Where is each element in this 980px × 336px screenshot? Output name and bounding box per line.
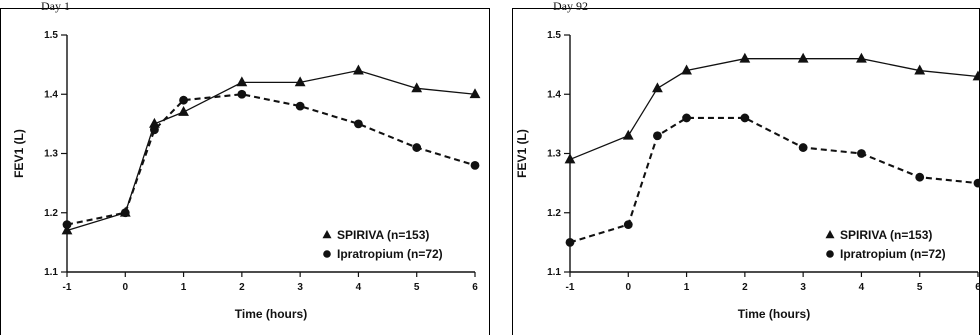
right-chart-series-1-point-1 [623,220,633,230]
left-chart-x-axis-label: Time (hours) [235,307,307,321]
right-chart-y-tick-label-2: 1.3 [547,149,561,160]
left-chart-y-axis-label: FEV1 (L) [12,129,26,178]
right-chart-y-tick-label-4: 1.5 [547,30,561,41]
right-chart-series-0-point-4 [739,52,751,63]
left-chart-x-tick-label-7: 6 [472,282,478,293]
left-chart-series-0-point-6 [353,64,364,75]
left-chart-series-0-point-8 [469,88,481,99]
right-chart-legend-marker-0 [825,230,835,239]
right-chart-x-tick-label-3: 2 [742,282,748,293]
left-chart-series-0-point-5 [294,76,306,87]
left-chart-legend-marker-0 [322,230,332,239]
left-chart-series-1-point-2 [150,125,159,135]
right-chart-x-tick-label-6: 5 [917,282,923,293]
right-chart-x-tick-label-0: -1 [566,282,575,293]
left-chart-legend-label-1: Ipratropium (n=72) [337,247,443,261]
left-chart-series-1-point-0 [62,220,72,230]
right-chart-series-1-point-3 [682,113,691,123]
right-chart-series-0-point-0 [564,153,576,164]
chart-panel-right: Day 92 1.1 1.2 1.3 1.4 1.5 -1 0 1 2 3 4 5 6 Time (hou… [512,0,980,335]
left-chart-series-1-point-7 [412,143,422,152]
left-chart-series-1-point-4 [237,89,247,99]
right-chart-x-tick-label-5: 4 [859,282,865,293]
left-chart-series-0-point-0 [61,224,73,235]
right-chart-series-0-point-6 [856,52,867,63]
right-chart-series-1-point-2 [653,131,662,141]
left-chart-x-tick-label-4: 3 [297,282,303,293]
left-chart-y-tick-label-3: 1.4 [44,89,58,100]
left-chart-legend-label-0: SPIRIVA (n=153) [337,228,429,242]
panel-heading-left: Day 1 [41,0,70,13]
left-chart-y-tick-label-2: 1.3 [44,149,58,160]
right-chart-legend-marker-1 [826,250,834,258]
right-chart-series-1-point-6 [857,149,866,158]
left-chart-x-tick-label-6: 5 [414,282,420,293]
right-chart-x-tick-label-4: 3 [800,282,806,293]
right-chart-series-0-point-7 [914,64,926,75]
right-chart-series-1-point-4 [740,113,750,123]
left-chart-series-0-point-3 [178,106,189,116]
panel-heading-right: Day 92 [553,0,588,13]
left-chart-legend-marker-1 [323,250,331,258]
right-chart-y-tick-label-0: 1.1 [547,267,561,278]
chart-left-svg: 1.1 1.2 1.3 1.4 1.5 -1 0 1 2 3 4 5 6 Time (hours) FEV1… [12,30,481,321]
left-chart-x-tick-label-2: 1 [181,282,187,293]
left-chart-group: 1.1 1.2 1.3 1.4 1.5 -1 0 1 2 3 4 5 6 Time (hours) FEV1… [12,30,481,321]
right-chart-series-0-point-8 [972,70,980,81]
left-chart-series-0-point-2 [149,117,160,128]
left-chart-y-tick-label-0: 1.1 [44,267,58,278]
left-chart-x-tick-label-1: 0 [123,282,129,293]
left-chart-x-tick-label-3: 2 [239,282,245,293]
right-chart-group: 1.1 1.2 1.3 1.4 1.5 -1 0 1 2 3 4 5 6 Time (hours) FEV1… [515,30,980,321]
right-chart-y-tick-label-3: 1.4 [547,89,561,100]
left-chart-x-tick-label-0: -1 [63,282,72,293]
right-chart-series-line-1 [569,116,979,244]
right-chart-series-0-point-5 [797,52,809,63]
right-chart-legend-label-0: SPIRIVA (n=153) [840,228,932,242]
right-chart-x-tick-label-7: 6 [975,282,980,293]
right-chart-series-1-point-5 [798,143,808,152]
right-chart-series-1-point-8 [973,178,980,188]
left-chart-y-tick-label-1: 1.2 [44,208,58,219]
left-chart-series-0-point-7 [411,82,423,93]
left-chart-series-1-point-8 [470,160,480,170]
chart-panel-left: Day 1 1.1 1.2 1.3 1.4 1.5 -1 0 1 2 3 4 5 6 Time (hour… [0,0,490,335]
left-chart-x-tick-label-5: 4 [356,282,362,293]
right-chart-series-0-point-1 [622,129,634,140]
right-chart-legend-label-1: Ipratropium (n=72) [840,247,946,261]
left-chart-series-1-point-1 [120,208,130,218]
left-chart-y-tick-label-4: 1.5 [44,30,58,41]
right-chart-y-axis-label: FEV1 (L) [515,129,529,178]
right-chart-x-tick-label-2: 1 [684,282,690,293]
left-chart-series-1-point-3 [179,95,188,105]
left-chart-series-0-point-4 [236,76,248,87]
right-chart-series-1-point-7 [915,172,925,182]
right-chart-x-tick-label-1: 0 [626,282,632,293]
left-chart-series-1-point-5 [295,101,305,111]
right-chart-series-1-point-0 [565,237,575,247]
chart-right-svg: 1.1 1.2 1.3 1.4 1.5 -1 0 1 2 3 4 5 6 Time (hours) FEV1… [515,30,980,321]
right-chart-series-0-point-2 [652,82,663,93]
right-chart-y-tick-label-1: 1.2 [547,208,561,219]
right-chart-x-axis-label: Time (hours) [738,307,810,321]
right-chart-series-0-point-3 [681,64,692,75]
left-chart-series-1-point-6 [354,119,363,129]
